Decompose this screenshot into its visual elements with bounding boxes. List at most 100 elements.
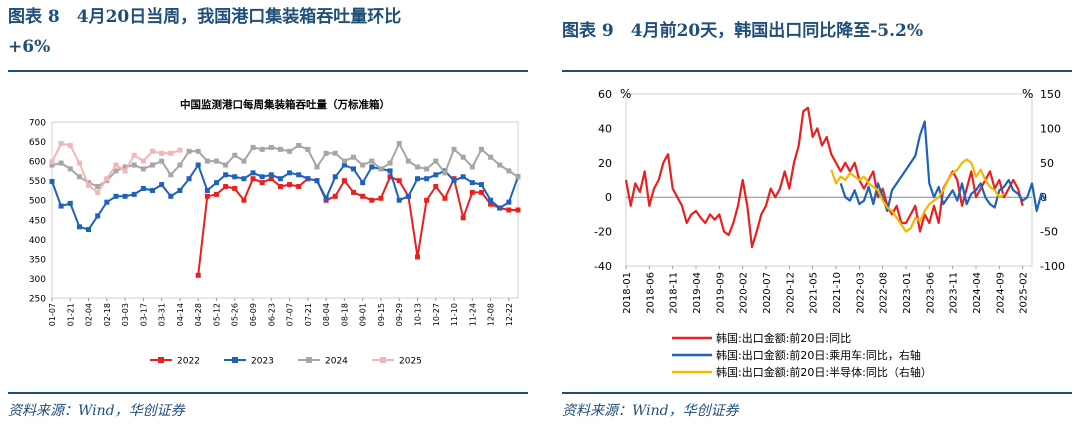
- data-point-2024: [405, 158, 411, 164]
- left-top-rule: [8, 70, 528, 72]
- data-point-2024: [369, 158, 375, 164]
- x-tick-label: 07-21: [304, 303, 313, 326]
- data-point-2023: [351, 166, 357, 172]
- x-tick-label: 2022-03: [855, 272, 866, 314]
- series-line-2022: [197, 175, 518, 276]
- data-point-2025: [168, 150, 174, 156]
- x-tick-label: 2018-01: [622, 272, 633, 314]
- data-point-2023: [195, 162, 201, 168]
- data-point-2023: [488, 197, 494, 203]
- y-tick-label-left: 60: [598, 88, 612, 101]
- data-point-2022: [341, 178, 347, 184]
- data-point-2023: [131, 191, 137, 197]
- x-tick-label: 10-13: [413, 303, 422, 326]
- data-point-2022: [506, 207, 512, 213]
- legend-label: 韩国:出口金额:前20日:乘用车:同比，右轴: [716, 348, 921, 362]
- data-point-2022: [469, 189, 475, 195]
- x-tick-label: 05-12: [212, 303, 221, 326]
- data-point-2022: [442, 195, 448, 201]
- data-point-2023: [506, 199, 512, 205]
- x-tick-label: 2023-01: [902, 272, 913, 314]
- data-point-2022: [259, 180, 265, 186]
- data-point-2023: [296, 172, 302, 178]
- right-figure-title: 图表 9 4月前20天，韩国出口同比降至-5.2%: [562, 21, 924, 41]
- series-line: [839, 120, 1047, 213]
- legend-swatch-marker: [306, 357, 312, 363]
- data-point-2023: [323, 195, 329, 201]
- data-point-2024: [396, 141, 402, 147]
- x-tick-label: 2019-04: [692, 272, 703, 314]
- x-tick-label: 11-24: [468, 303, 477, 326]
- data-point-2023: [232, 174, 238, 180]
- right-panel: 图表 9 4月前20天，韩国出口同比降至-5.2% %% 60 40 20 0 -20 -4…: [550, 0, 1080, 431]
- data-point-2024: [497, 162, 503, 168]
- data-point-2023: [168, 193, 174, 199]
- data-point-2024: [378, 166, 384, 172]
- data-point-2024: [332, 150, 338, 156]
- x-tick-label: 01-07: [48, 303, 57, 326]
- legend-label: 2023: [251, 357, 274, 367]
- x-tick-label: 2020-12: [785, 272, 796, 314]
- data-point-2024: [186, 148, 192, 154]
- data-point-2023: [223, 172, 229, 178]
- left-bottom-rule: [8, 392, 528, 394]
- data-point-2023: [104, 199, 110, 205]
- data-point-2023: [451, 178, 457, 184]
- data-point-2024: [113, 168, 119, 174]
- data-point-2024: [259, 146, 265, 152]
- legend-swatch-marker: [158, 357, 164, 363]
- data-point-2022: [277, 184, 283, 190]
- x-tick-label: 03-17: [139, 303, 148, 326]
- data-point-2023: [186, 176, 192, 182]
- data-point-2023: [150, 187, 156, 193]
- legend-label: 韩国:出口金额:前20日:半导体:同比（右轴）: [716, 365, 932, 379]
- data-point-2023: [95, 213, 101, 219]
- x-tick-label: 03-31: [158, 303, 167, 326]
- data-point-2023: [277, 176, 283, 182]
- data-point-2023: [396, 197, 402, 203]
- x-tick-label: 07-07: [286, 303, 295, 326]
- data-point-2024: [168, 172, 174, 178]
- data-point-2024: [515, 174, 521, 180]
- left-chart: 中国监测港口每周集装箱吞吐量（万标准箱） 250 300 350 400 450 500 55…: [29, 98, 521, 367]
- y-tick-label: 700: [29, 119, 46, 129]
- left-figure-title: 图表 8 4月20日当周，我国港口集装箱吞吐量环比 +6%: [8, 2, 533, 62]
- data-point-2025: [159, 150, 165, 156]
- data-point-2024: [268, 144, 274, 150]
- x-tick-label: 06-23: [267, 303, 276, 326]
- data-point-2024: [351, 154, 357, 160]
- y-tick-label: 350: [29, 255, 46, 265]
- right-top-rule: [562, 70, 1072, 72]
- legend-swatch-marker: [232, 357, 238, 363]
- x-tick-label: 2023-11: [949, 272, 960, 314]
- data-point-2025: [49, 159, 55, 165]
- data-point-2023: [424, 176, 430, 182]
- x-tick-label: 2025-02: [1019, 272, 1030, 314]
- data-point-2024: [387, 160, 393, 166]
- x-tick-label: 09-15: [377, 303, 386, 326]
- chart-title: 中国监测港口每周集装箱吞吐量（万标准箱）: [180, 98, 390, 111]
- data-point-2025: [113, 162, 119, 168]
- y-tick-label: 250: [29, 295, 46, 305]
- data-point-2022: [351, 189, 357, 195]
- data-point-2024: [442, 170, 448, 176]
- data-point-2024: [341, 158, 347, 164]
- data-point-2024: [424, 166, 430, 172]
- x-tick-label: 04-28: [194, 303, 203, 326]
- y-tick-label: 650: [29, 138, 46, 148]
- data-point-2023: [122, 193, 128, 199]
- data-point-2022: [296, 184, 302, 190]
- data-point-2023: [86, 227, 92, 233]
- data-point-2023: [250, 170, 256, 176]
- data-point-2024: [159, 158, 165, 164]
- x-tick-label: 2019-09: [715, 272, 726, 314]
- data-point-2025: [86, 182, 92, 188]
- data-point-2024: [250, 144, 256, 150]
- data-point-2024: [488, 154, 494, 160]
- data-point-2024: [478, 146, 484, 152]
- y-unit-right: %: [1022, 87, 1033, 101]
- left-title-line2: +6%: [8, 37, 51, 57]
- left-source: 资料来源：Wind，华创证券: [8, 403, 185, 419]
- data-point-2023: [341, 162, 347, 168]
- y-tick-label: 600: [29, 158, 46, 168]
